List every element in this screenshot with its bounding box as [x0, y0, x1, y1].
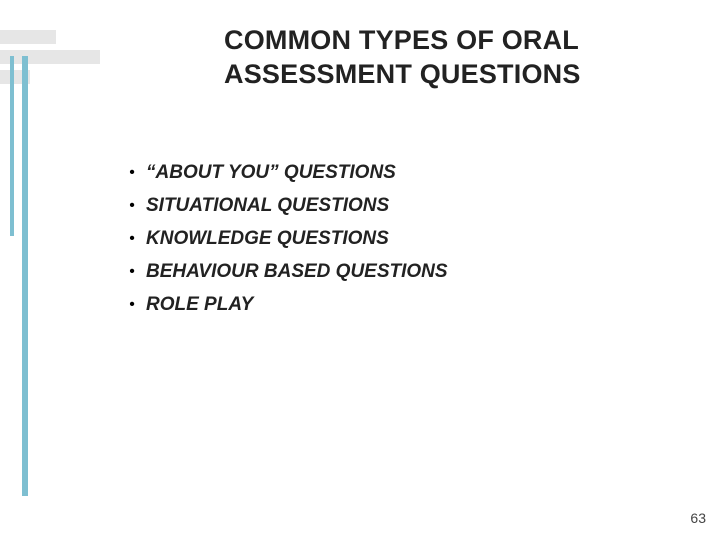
title-line-1: COMMON TYPES OF ORAL	[224, 25, 579, 55]
list-item: • SITUATIONAL QUESTIONS	[118, 193, 658, 219]
bullet-icon: •	[118, 226, 146, 252]
slide: COMMON TYPES OF ORAL ASSESSMENT QUESTION…	[0, 0, 720, 540]
bullet-icon: •	[118, 160, 146, 186]
bullet-icon: •	[118, 193, 146, 219]
list-item: • ROLE PLAY	[118, 292, 658, 318]
bullet-list: • “ABOUT YOU” QUESTIONS • SITUATIONAL QU…	[118, 160, 658, 325]
bullet-text: ROLE PLAY	[146, 292, 253, 318]
deco-rect	[0, 50, 100, 64]
bullet-text: KNOWLEDGE QUESTIONS	[146, 226, 389, 252]
list-item: • “ABOUT YOU” QUESTIONS	[118, 160, 658, 186]
bullet-text: BEHAVIOUR BASED QUESTIONS	[146, 259, 448, 285]
bullet-text: “ABOUT YOU” QUESTIONS	[146, 160, 396, 186]
bullet-text: SITUATIONAL QUESTIONS	[146, 193, 389, 219]
bullet-icon: •	[118, 292, 146, 318]
slide-title: COMMON TYPES OF ORAL ASSESSMENT QUESTION…	[224, 24, 684, 92]
bullet-icon: •	[118, 259, 146, 285]
title-line-2: ASSESSMENT QUESTIONS	[224, 59, 581, 89]
deco-accent-bar	[22, 56, 28, 496]
list-item: • BEHAVIOUR BASED QUESTIONS	[118, 259, 658, 285]
page-number: 63	[690, 510, 706, 526]
deco-rect	[0, 30, 56, 44]
deco-accent-bar	[10, 56, 14, 236]
list-item: • KNOWLEDGE QUESTIONS	[118, 226, 658, 252]
